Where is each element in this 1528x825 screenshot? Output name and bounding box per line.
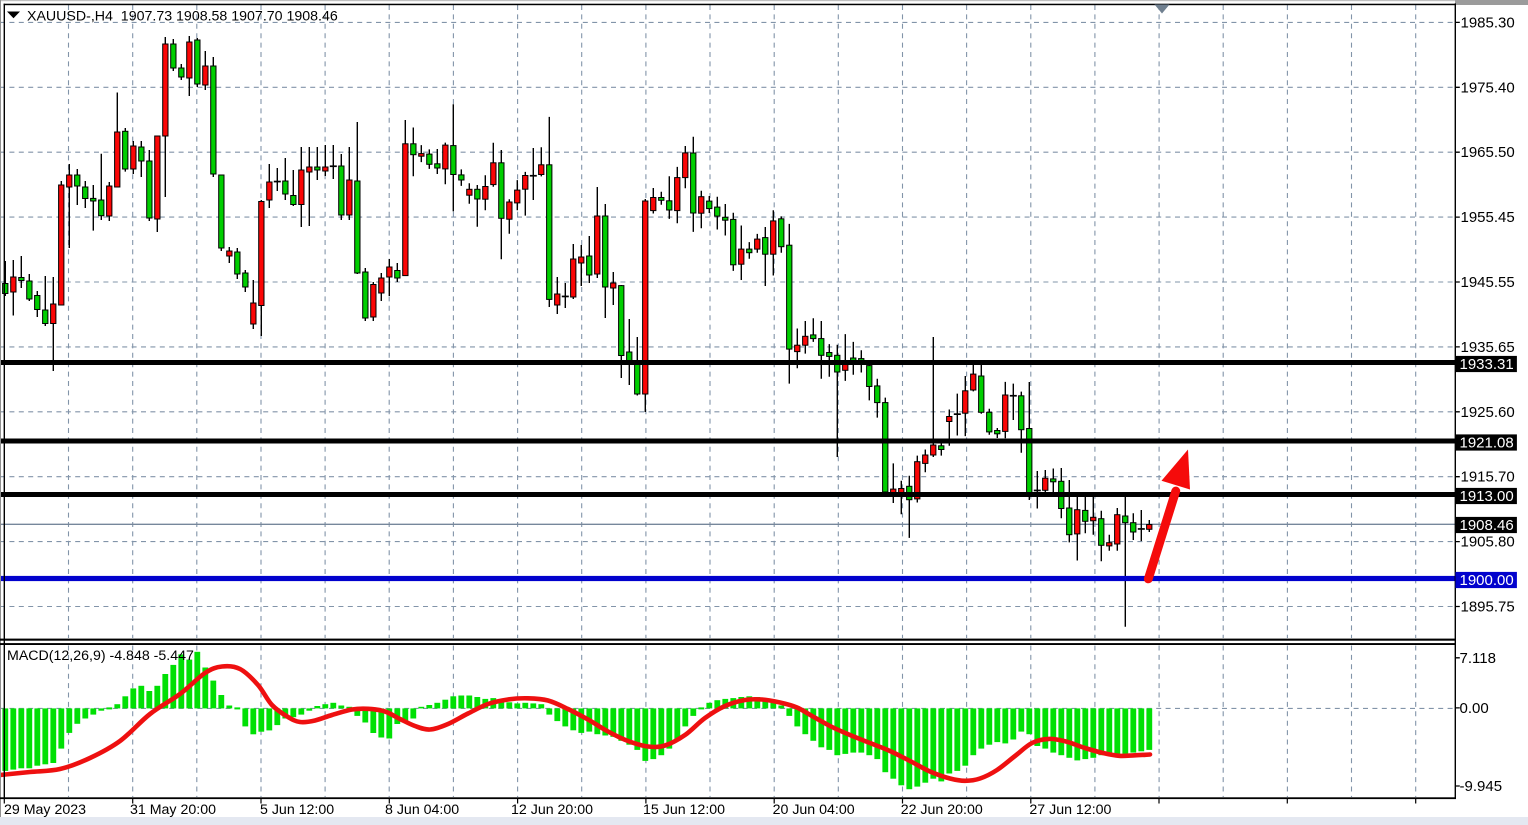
svg-text:1985.30: 1985.30 [1461,14,1515,31]
svg-text:1900.00: 1900.00 [1460,572,1514,589]
svg-text:0.00: 0.00 [1460,700,1489,717]
svg-text:1925.60: 1925.60 [1461,404,1515,421]
svg-text:31 May 20:00: 31 May 20:00 [130,802,216,818]
svg-text:22 Jun 20:00: 22 Jun 20:00 [901,802,983,818]
svg-text:XAUUSD-,H4 1907.73 1908.58 19: XAUUSD-,H4 1907.73 1908.58 1907.70 1908.… [27,8,338,24]
svg-text:15 Jun 12:00: 15 Jun 12:00 [643,802,725,818]
svg-text:MACD(12,26,9) -4.848 -5.447: MACD(12,26,9) -4.848 -5.447 [7,648,194,664]
svg-text:1905.80: 1905.80 [1461,534,1515,551]
svg-text:1975.40: 1975.40 [1461,79,1515,96]
svg-text:1921.08: 1921.08 [1460,435,1514,452]
svg-text:1913.00: 1913.00 [1460,488,1514,505]
svg-text:1933.31: 1933.31 [1460,356,1514,373]
svg-text:8 Jun 04:00: 8 Jun 04:00 [385,802,459,818]
svg-text:27 Jun 12:00: 27 Jun 12:00 [1029,802,1111,818]
svg-text:7.118: 7.118 [1460,650,1496,667]
svg-text:-9.945: -9.945 [1460,778,1503,795]
svg-text:5 Jun 12:00: 5 Jun 12:00 [260,802,334,818]
svg-text:1935.65: 1935.65 [1461,339,1515,356]
svg-text:1915.70: 1915.70 [1461,469,1515,486]
svg-text:1945.55: 1945.55 [1461,274,1515,291]
svg-text:20 Jun 04:00: 20 Jun 04:00 [773,802,855,818]
svg-text:1965.50: 1965.50 [1461,144,1515,161]
svg-text:1908.46: 1908.46 [1460,517,1514,534]
svg-text:29 May 2023: 29 May 2023 [4,802,86,818]
svg-text:1895.75: 1895.75 [1461,599,1515,616]
svg-text:1955.45: 1955.45 [1461,209,1515,226]
svg-text:12 Jun 20:00: 12 Jun 20:00 [511,802,593,818]
